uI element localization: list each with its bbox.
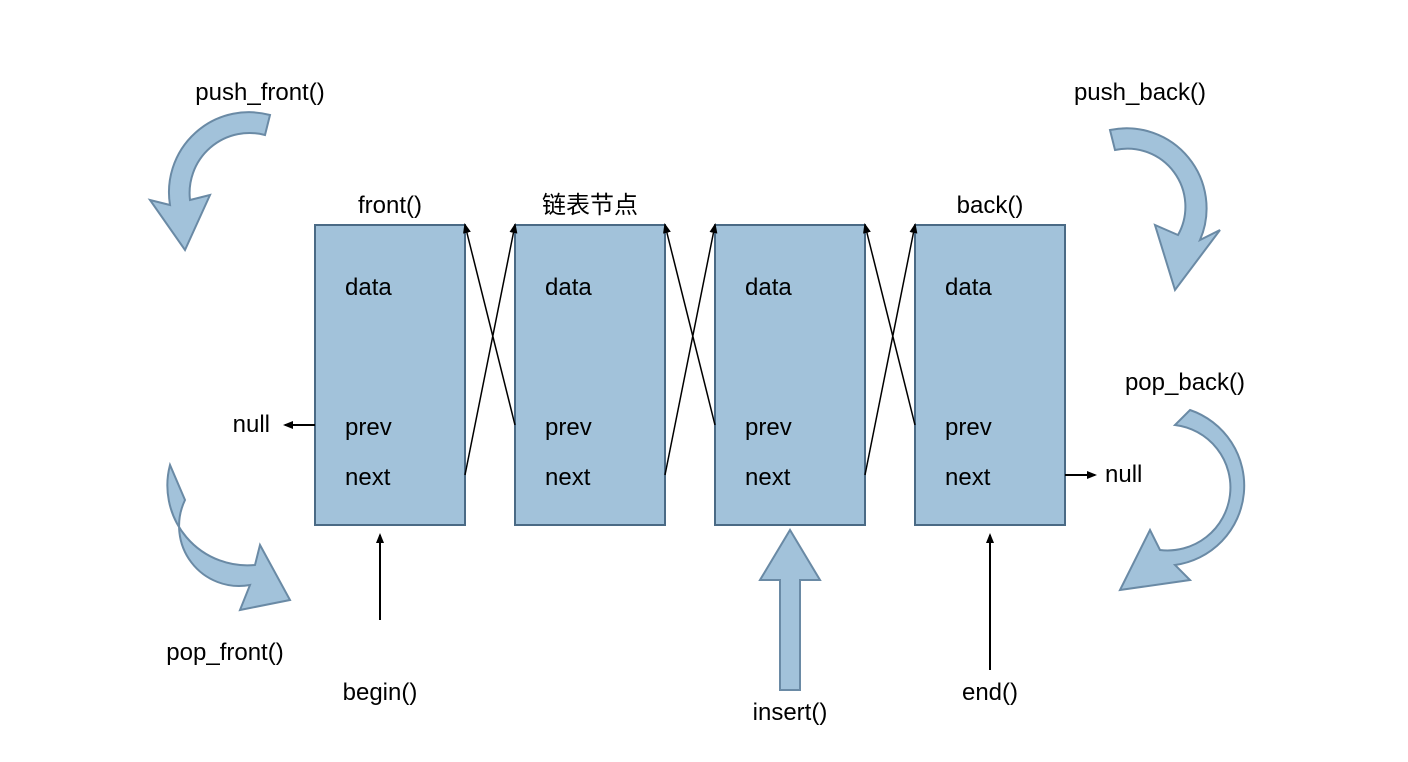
node-next: next — [345, 464, 391, 491]
node-prev: prev — [545, 414, 592, 441]
prev-link — [865, 225, 915, 425]
prev-link — [665, 225, 715, 425]
node-next: next — [545, 464, 591, 491]
list-node: data prev next — [715, 225, 865, 525]
node-data: data — [545, 274, 592, 301]
begin-label: begin() — [343, 679, 418, 706]
node-data: data — [745, 274, 792, 301]
node-next: next — [745, 464, 791, 491]
pop-front-arrow — [167, 465, 290, 610]
insert-arrow — [760, 530, 820, 690]
node-data: data — [945, 274, 992, 301]
pop-back-label: pop_back() — [1125, 369, 1245, 396]
node-prev: prev — [745, 414, 792, 441]
push-front-label: push_front() — [195, 79, 324, 106]
null-right-label: null — [1105, 461, 1142, 488]
node-prev: prev — [945, 414, 992, 441]
node-next: next — [945, 464, 991, 491]
push-front-arrow — [150, 112, 270, 250]
node-header: back() — [957, 192, 1024, 219]
insert-label: insert() — [753, 699, 828, 726]
prev-link — [465, 225, 515, 425]
next-link — [665, 225, 715, 475]
node-data: data — [345, 274, 392, 301]
node-header: 链表节点 — [542, 192, 638, 219]
next-link — [865, 225, 915, 475]
node-prev: prev — [345, 414, 392, 441]
push-back-label: push_back() — [1074, 79, 1206, 106]
list-node: front() data prev next — [315, 192, 465, 525]
end-label: end() — [962, 679, 1018, 706]
node-header: front() — [358, 192, 422, 219]
null-left-label: null — [233, 411, 270, 438]
push-back-arrow — [1110, 128, 1220, 290]
pop-front-label: pop_front() — [166, 639, 283, 666]
list-node: back() data prev next — [915, 192, 1065, 525]
pop-back-arrow — [1120, 410, 1244, 590]
next-link — [465, 225, 515, 475]
list-node: 链表节点 data prev next — [515, 192, 665, 525]
